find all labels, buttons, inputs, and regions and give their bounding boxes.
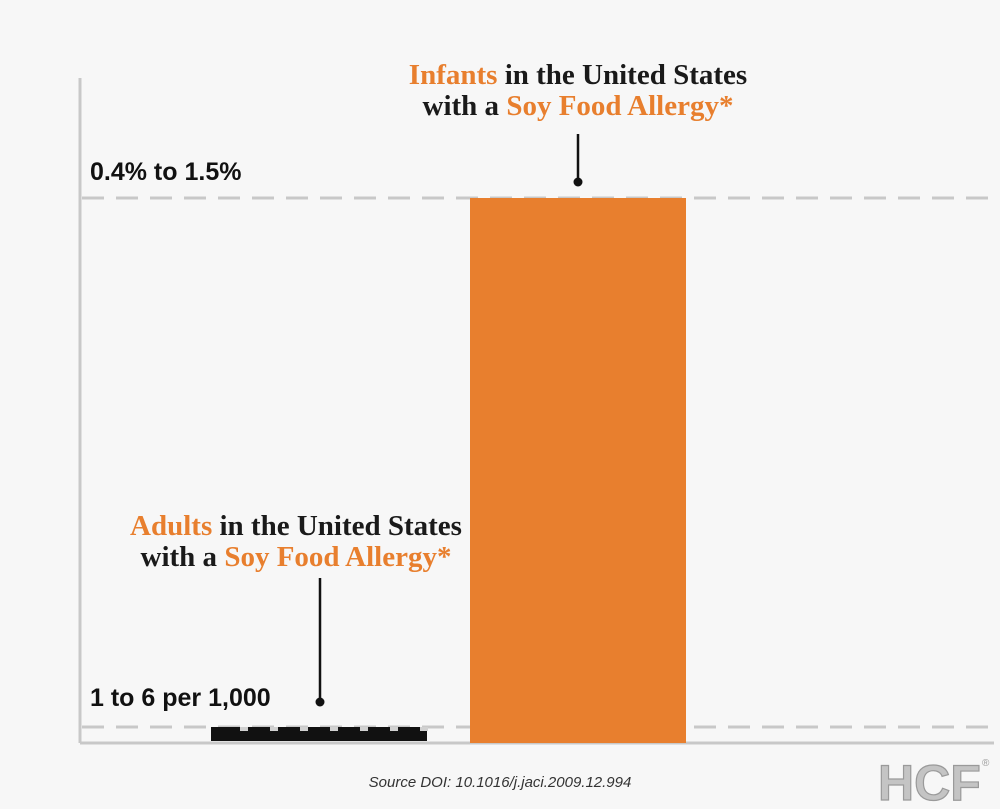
bar-adults-notch — [420, 727, 428, 731]
level-label-adults: 1 to 6 per 1,000 — [90, 684, 271, 712]
annotation-adults-rest: in the United States — [212, 510, 462, 542]
annotation-infants-prefix: with a — [423, 90, 507, 122]
annotation-adults-allergy: Soy Food Allergy* — [224, 541, 451, 573]
annotation-adults-line1: Adults in the United States — [130, 510, 462, 542]
registered-mark: ® — [982, 758, 990, 769]
annotation-infants-line1: Infants in the United States — [409, 59, 747, 91]
source-text: Source DOI: 10.1016/j.jaci.2009.12.994 — [369, 774, 632, 791]
bar-adults-notch — [270, 727, 278, 731]
pointer-dot-infants — [573, 177, 583, 187]
bar-adults-notch — [330, 727, 338, 731]
annotation-adults-prefix: with a — [141, 541, 225, 573]
annotation-infants-highlight: Infants — [409, 59, 498, 91]
annotation-infants-allergy: Soy Food Allergy* — [506, 90, 733, 122]
level-label-infants: 0.4% to 1.5% — [90, 158, 241, 186]
bar-adults-notch — [240, 727, 248, 731]
pointer-dot-adults — [315, 697, 325, 707]
bar-adults-dashes — [240, 727, 428, 731]
annotation-infants-rest: in the United States — [497, 59, 747, 91]
bar-adults-notch — [360, 727, 368, 731]
bar-infants — [470, 198, 686, 743]
hcf-logo: HCF — [878, 755, 981, 809]
annotation-adults-highlight: Adults — [130, 510, 212, 542]
bar-adults-notch — [390, 727, 398, 731]
annotation-infants-line2: with a Soy Food Allergy* — [423, 90, 734, 122]
bar-adults-notch — [300, 727, 308, 731]
annotation-adults-line2: with a Soy Food Allergy* — [141, 541, 452, 573]
bar-adults — [211, 727, 427, 741]
